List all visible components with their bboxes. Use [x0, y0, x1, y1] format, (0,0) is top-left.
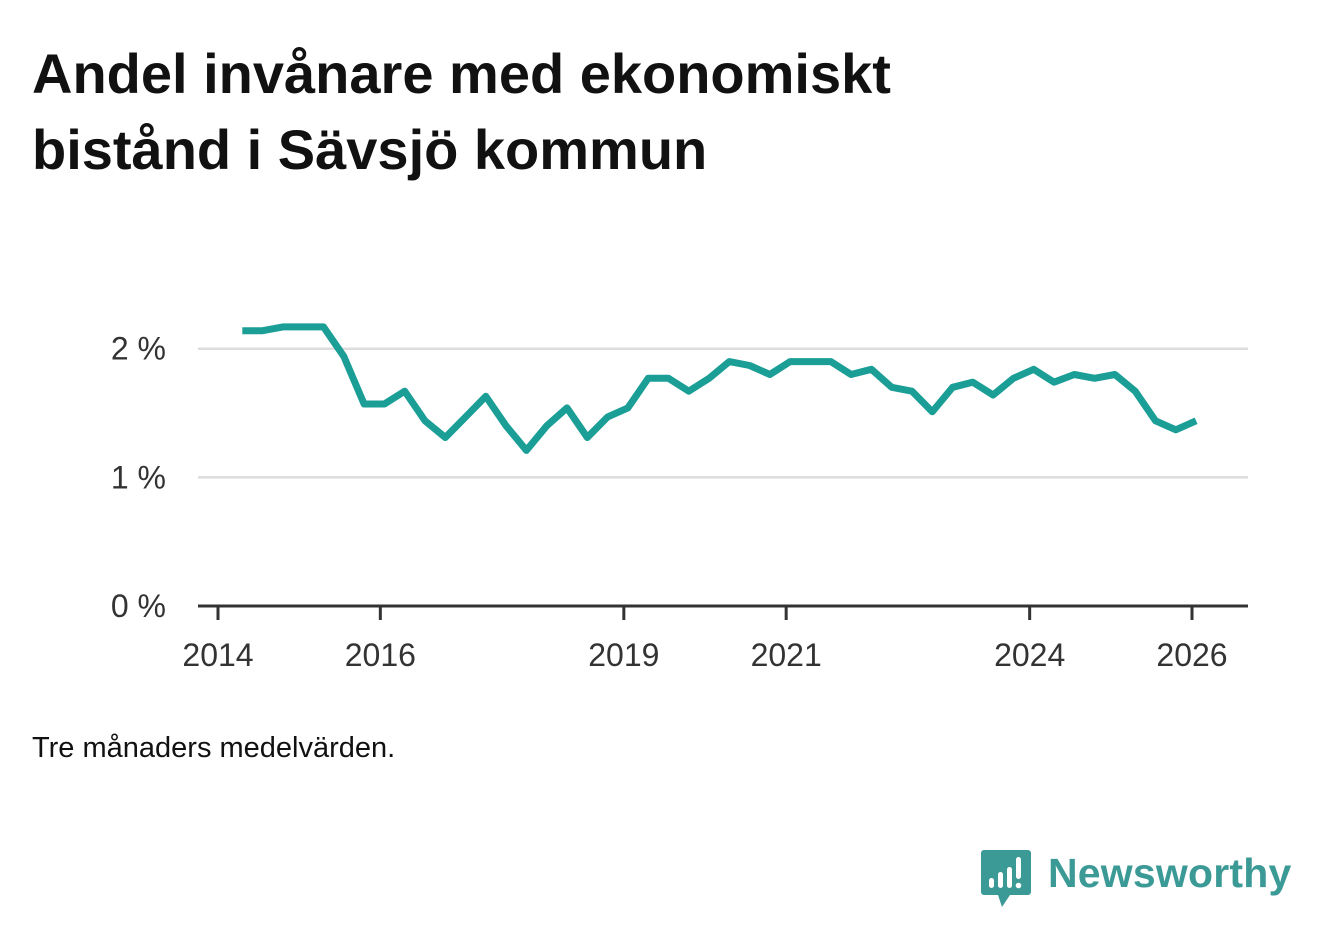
series-layer [242, 323, 1198, 454]
footnote: Tre månaders medelvärden. [32, 732, 396, 764]
bar-chart-speech-bubble-icon [981, 850, 1031, 907]
y-tick-label: 2 % [111, 331, 166, 367]
chart-title-line-2: bistånd i Sävsjö kommun [32, 118, 708, 181]
x-tick-label: 2026 [1156, 637, 1227, 673]
series-line [242, 323, 1198, 454]
x-tick-label: 2019 [588, 637, 659, 673]
brand-name: Newsworthy [1048, 850, 1292, 896]
y-axis-tick-labels: 0 % 1 % 2 % [111, 331, 166, 624]
x-tick-label: 2016 [345, 637, 416, 673]
line-chart: 0 % 1 % 2 % 2014 2016 2019 2021 2024 2026 [111, 323, 1248, 673]
gridlines [198, 347, 1248, 479]
y-tick-label: 0 % [111, 588, 166, 624]
x-axis-tick-labels: 2014 2016 2019 2021 2024 2026 [182, 606, 1228, 673]
chart-title-line-1: Andel invånare med ekonomiskt [32, 42, 891, 105]
brand-logo: Newsworthy [980, 848, 1300, 912]
x-tick-label: 2021 [751, 637, 822, 673]
chart-title: Andel invånare med ekonomiskt bistånd i … [32, 36, 1232, 188]
x-tick-label: 2014 [182, 637, 253, 673]
x-tick-label: 2024 [994, 637, 1065, 673]
y-tick-label: 1 % [111, 459, 166, 495]
